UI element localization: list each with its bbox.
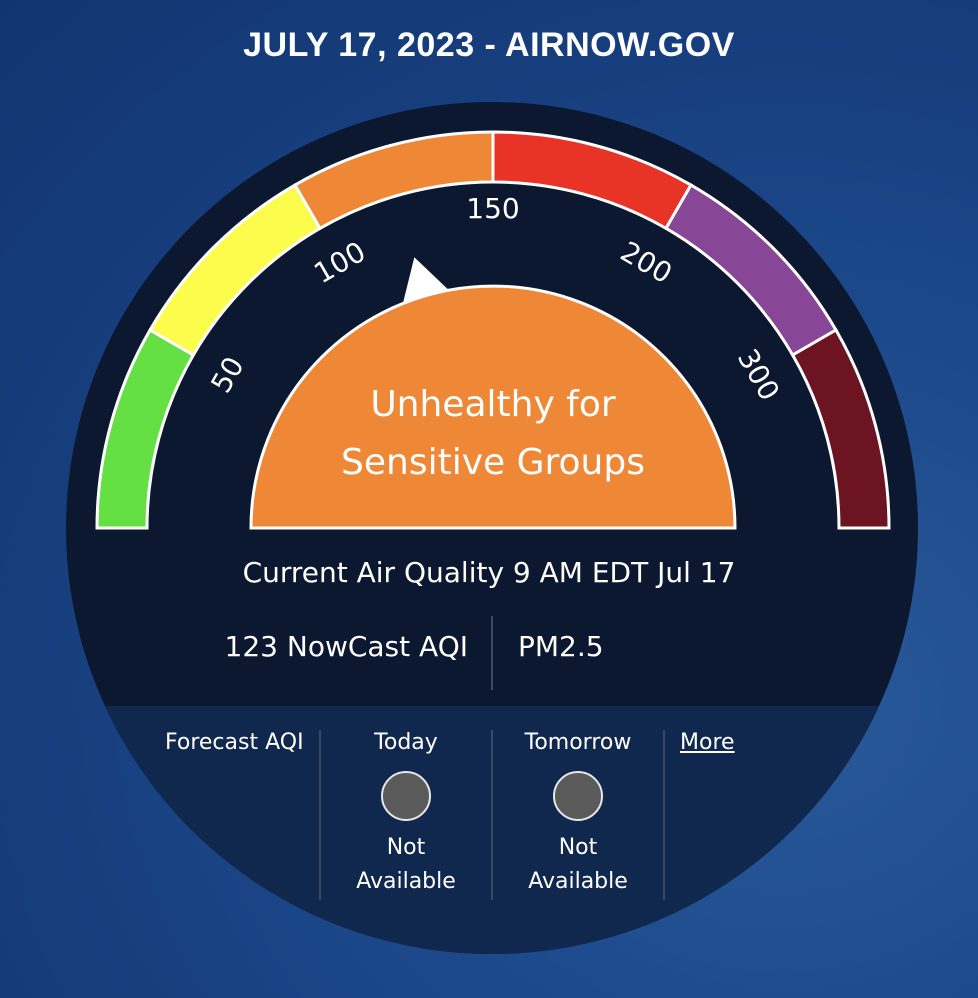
- forecast-tomorrow-status-line1: Not: [558, 835, 598, 860]
- forecast-tomorrow: Tomorrow Not Available: [508, 730, 648, 899]
- page-title: JULY 17, 2023 - AIRNOW.GOV: [243, 26, 735, 64]
- forecast-today-status-line1: Not: [386, 835, 426, 860]
- divider: [491, 730, 493, 900]
- gauge-arc: [95, 130, 891, 530]
- gauge-segment-hazardous: [790, 327, 891, 530]
- nowcast-aqi-value: 123 NowCast AQI: [224, 630, 468, 663]
- more-forecast-link[interactable]: More: [680, 730, 735, 755]
- current-air-quality-heading: Current Air Quality 9 AM EDT Jul 17: [242, 556, 736, 589]
- category-dome: [249, 284, 737, 530]
- divider: [663, 730, 665, 900]
- category-label-line1: Unhealthy for: [370, 384, 616, 425]
- forecast-aqi-label: Forecast AQI: [165, 730, 304, 755]
- forecast-today-status-line2: Available: [356, 869, 456, 894]
- current-aqi-row: 123 NowCast AQI PM2.5: [0, 616, 978, 690]
- forecast-today: Today Not Available: [336, 730, 476, 899]
- forecast-tomorrow-status-line2: Available: [528, 869, 628, 894]
- scale-label-150: 150: [466, 192, 519, 225]
- forecast-tomorrow-label: Tomorrow: [524, 730, 632, 755]
- forecast-today-label: Today: [374, 730, 438, 755]
- forecast-today-indicator: [381, 771, 431, 821]
- forecast-section: Forecast AQI Today Not Available Tomorro…: [0, 730, 978, 910]
- forecast-tomorrow-indicator: [553, 771, 603, 821]
- divider: [319, 730, 321, 900]
- category-label-line2: Sensitive Groups: [341, 442, 645, 483]
- divider: [491, 616, 493, 690]
- pollutant-label: PM2.5: [518, 630, 604, 663]
